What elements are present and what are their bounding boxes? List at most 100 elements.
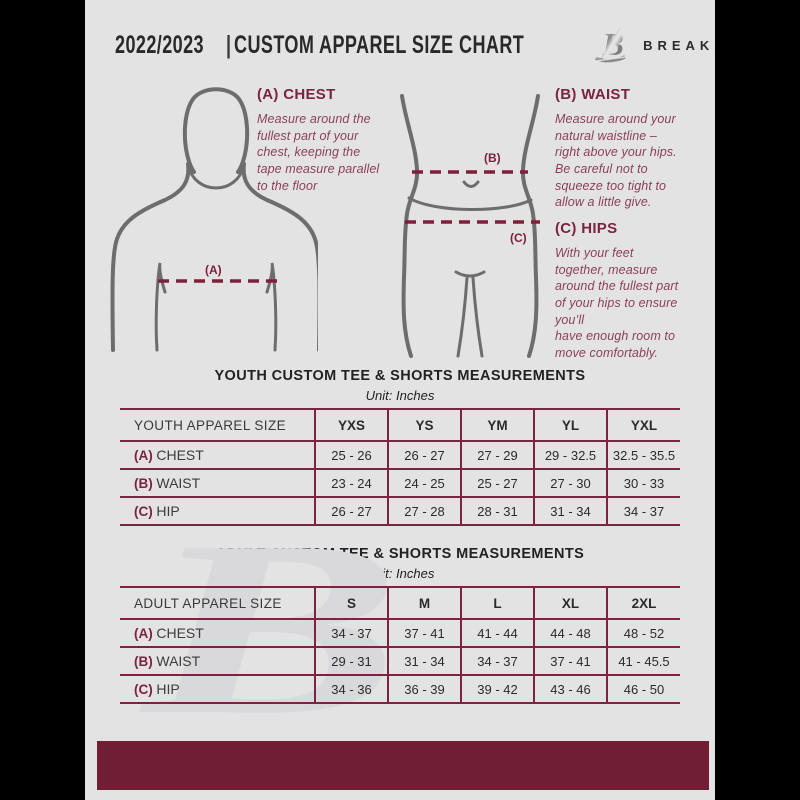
size-cell: 31 - 34 bbox=[533, 496, 608, 526]
chest-guide-body: Measure around the fullest part of your … bbox=[257, 112, 380, 193]
hips-guide: (C) HIPS With your feet together, measur… bbox=[555, 220, 710, 361]
adult-size-s: S bbox=[314, 586, 389, 620]
row-header: (C) HIP bbox=[120, 674, 316, 704]
left-side-outline bbox=[400, 94, 420, 358]
brand-name: BREAKAWAY bbox=[643, 37, 715, 53]
size-cell: 29 - 32.5 bbox=[533, 440, 608, 470]
navel-mark bbox=[462, 180, 480, 188]
youth-size-ym: YM bbox=[460, 408, 535, 442]
torso-figure-illustration: (A) bbox=[110, 87, 318, 352]
size-cell: 34 - 36 bbox=[314, 674, 389, 704]
waist-hip-figure-illustration: (B) (C) bbox=[400, 94, 540, 358]
size-cell: 27 - 29 bbox=[460, 440, 535, 470]
adult-size-col-header: ADULT APPAREL SIZE bbox=[120, 586, 316, 620]
page-header: 2022/2023 | CUSTOM APPAREL SIZE CHART B bbox=[115, 22, 715, 68]
hips-guide-heading: (C) HIPS bbox=[555, 220, 618, 237]
hip-marker-label: (C) bbox=[510, 231, 527, 245]
row-header: (C) HIP bbox=[120, 496, 316, 526]
size-cell: 28 - 31 bbox=[460, 496, 535, 526]
size-cell: 34 - 37 bbox=[606, 496, 680, 526]
adult-chest-row: (A) CHEST 34 - 37 37 - 41 41 - 44 44 - 4… bbox=[120, 618, 680, 648]
adult-waist-row: (B) WAIST 29 - 31 31 - 34 34 - 37 37 - 4… bbox=[120, 646, 680, 676]
row-marker: (A) bbox=[134, 448, 153, 463]
chin-curve bbox=[186, 164, 246, 190]
size-cell: 37 - 41 bbox=[533, 646, 608, 676]
size-cell: 29 - 31 bbox=[314, 646, 389, 676]
size-chart-page: 2022/2023 | CUSTOM APPAREL SIZE CHART B bbox=[85, 0, 715, 800]
row-label: WAIST bbox=[156, 475, 201, 491]
footer-accent-bar bbox=[97, 741, 709, 790]
size-cell: 41 - 44 bbox=[460, 618, 535, 648]
head-outline bbox=[182, 87, 250, 174]
row-header: (A) CHEST bbox=[120, 618, 316, 648]
row-header: (B) WAIST bbox=[120, 468, 316, 498]
chest-marker-label: (A) bbox=[205, 263, 222, 277]
waist-guide-body: Measure around your natural waistline – … bbox=[555, 112, 677, 210]
size-cell: 41 - 45.5 bbox=[606, 646, 680, 676]
adult-header-row: ADULT APPAREL SIZE S M L XL 2XL bbox=[120, 586, 680, 620]
left-shoulder-arm bbox=[110, 162, 191, 352]
size-cell: 34 - 37 bbox=[460, 646, 535, 676]
youth-section-title: YOUTH CUSTOM TEE & SHORTS MEASUREMENTS bbox=[214, 368, 586, 384]
row-marker: (B) bbox=[134, 476, 153, 491]
size-cell: 39 - 42 bbox=[460, 674, 535, 704]
size-cell: 31 - 34 bbox=[387, 646, 462, 676]
youth-size-yxl: YXL bbox=[606, 408, 680, 442]
size-cell: 44 - 48 bbox=[533, 618, 608, 648]
youth-size-ys: YS bbox=[387, 408, 462, 442]
right-inner-leg bbox=[471, 276, 484, 358]
season-label: 2022/2023 bbox=[115, 30, 204, 59]
adult-size-m: M bbox=[387, 586, 462, 620]
row-label: HIP bbox=[156, 503, 180, 519]
youth-size-yxs: YXS bbox=[314, 408, 389, 442]
row-label: WAIST bbox=[156, 653, 201, 669]
size-cell: 24 - 25 bbox=[387, 468, 462, 498]
size-cell: 27 - 30 bbox=[533, 468, 608, 498]
crotch-crease bbox=[454, 270, 486, 278]
row-marker: (A) bbox=[134, 626, 153, 641]
row-marker: (C) bbox=[134, 504, 153, 519]
row-label: CHEST bbox=[156, 447, 204, 463]
size-cell: 23 - 24 bbox=[314, 468, 389, 498]
size-cell: 48 - 52 bbox=[606, 618, 680, 648]
waist-marker-label: (B) bbox=[484, 151, 501, 165]
size-cell: 26 - 27 bbox=[314, 496, 389, 526]
row-label: HIP bbox=[156, 681, 180, 697]
youth-size-table: YOUTH APPAREL SIZE YXS YS YM YL YXL (A) … bbox=[120, 408, 680, 526]
youth-section-unit: Unit: Inches bbox=[365, 388, 435, 403]
right-shoulder-arm bbox=[241, 162, 318, 352]
adult-size-xl: XL bbox=[533, 586, 608, 620]
right-armpit-line bbox=[265, 262, 278, 352]
adult-size-table: ADULT APPAREL SIZE S M L XL 2XL (A) CHES… bbox=[120, 586, 680, 704]
size-cell: 25 - 27 bbox=[460, 468, 535, 498]
size-cell: 27 - 28 bbox=[387, 496, 462, 526]
size-cell: 46 - 50 bbox=[606, 674, 680, 704]
row-label: CHEST bbox=[156, 625, 204, 641]
size-cell: 32.5 - 35.5 bbox=[606, 440, 680, 470]
adult-size-l: L bbox=[460, 586, 535, 620]
youth-waist-row: (B) WAIST 23 - 24 24 - 25 25 - 27 27 - 3… bbox=[120, 468, 680, 498]
adult-hip-row: (C) HIP 34 - 36 36 - 39 39 - 42 43 - 46 … bbox=[120, 674, 680, 704]
title-separator: | bbox=[225, 30, 231, 59]
hip-curve bbox=[407, 196, 533, 211]
logo-blade bbox=[595, 55, 626, 63]
brand-lockup: B BREAKAWAY bbox=[588, 24, 715, 66]
row-marker: (C) bbox=[134, 682, 153, 697]
chest-guide: (A) CHEST Measure around the fullest par… bbox=[257, 86, 412, 194]
youth-header-row: YOUTH APPAREL SIZE YXS YS YM YL YXL bbox=[120, 408, 680, 442]
size-cell: 37 - 41 bbox=[387, 618, 462, 648]
chest-guide-heading: (A) CHEST bbox=[257, 86, 336, 103]
adult-section-title: ADULT CUSTOM TEE & SHORTS MEASUREMENTS bbox=[215, 546, 585, 562]
left-armpit-line bbox=[154, 262, 167, 352]
right-side-outline bbox=[520, 94, 540, 358]
hips-guide-body: With your feet together, measure around … bbox=[555, 246, 679, 360]
size-cell: 30 - 33 bbox=[606, 468, 680, 498]
size-cell: 34 - 37 bbox=[314, 618, 389, 648]
waist-guide-heading: (B) WAIST bbox=[555, 86, 631, 103]
adult-size-2xl: 2XL bbox=[606, 586, 680, 620]
logo-slash bbox=[601, 28, 623, 60]
youth-hip-row: (C) HIP 26 - 27 27 - 28 28 - 31 31 - 34 … bbox=[120, 496, 680, 526]
size-cell: 25 - 26 bbox=[314, 440, 389, 470]
youth-size-yl: YL bbox=[533, 408, 608, 442]
row-header: (A) CHEST bbox=[120, 440, 316, 470]
